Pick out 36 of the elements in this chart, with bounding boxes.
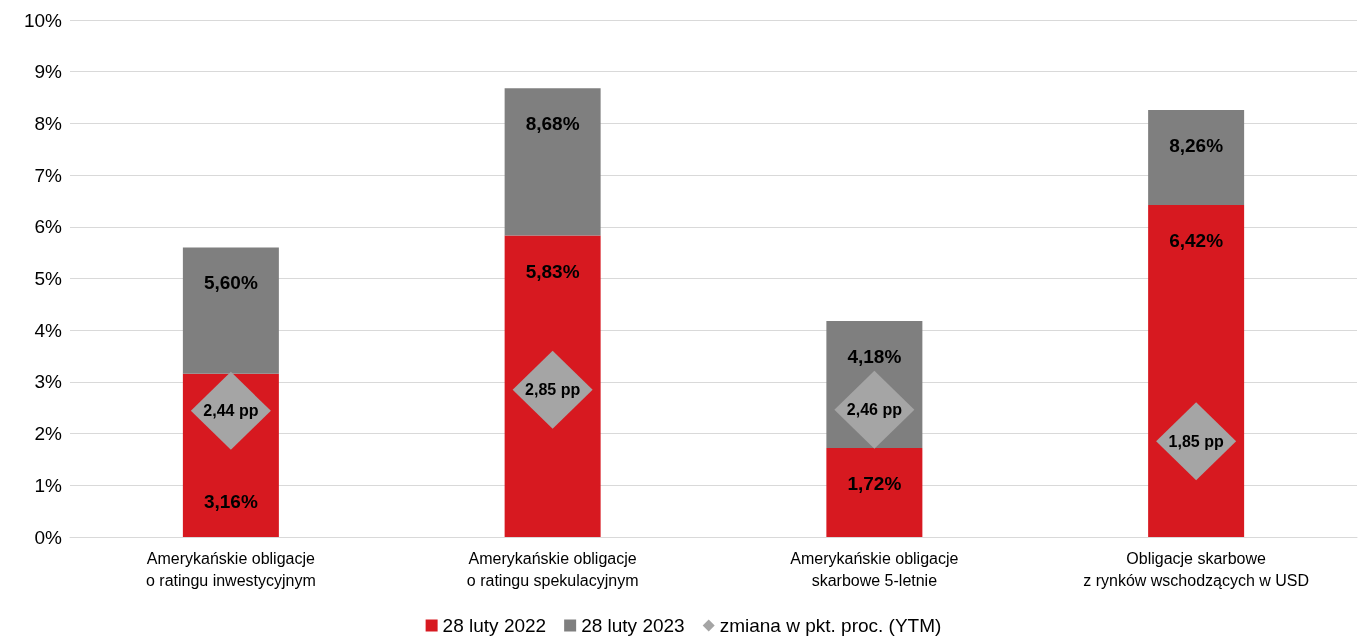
bar — [826, 448, 923, 537]
bar — [182, 247, 279, 374]
total-label: 5,60% — [203, 272, 258, 294]
legend-label: 28 luty 2023 — [581, 615, 685, 636]
data-label: 2,85 pp — [525, 381, 581, 399]
y-tick-label: 2% — [34, 423, 63, 445]
legend-label: zmiana w pkt. proc. (YTM) — [719, 615, 942, 636]
y-tick-label: 6% — [34, 216, 63, 238]
x-tick-label: Amerykańskie obligacje o ratingu inwestycyjnym — [145, 549, 316, 589]
y-tick-label: 4% — [34, 319, 63, 341]
total-label: 8,68% — [525, 113, 580, 135]
y-tick-label: 10% — [23, 9, 63, 31]
bar — [1148, 109, 1245, 206]
y-tick-label: 7% — [34, 164, 63, 186]
y-tick-label: 5% — [34, 268, 63, 289]
data-label: 2,46 pp — [846, 401, 903, 419]
x-tick-label: Amerykańskie obligacje o ratingu spekulacyjnym — [466, 549, 639, 589]
total-label: 4,18% — [847, 345, 902, 367]
total-label: 8,26% — [1169, 134, 1224, 156]
bar — [504, 88, 601, 236]
x-tick-label: Obligacje skarbowe z rynków wschodzących w USD — [1083, 549, 1310, 589]
y-tick-label: 0% — [34, 526, 63, 548]
y-tick-label: 9% — [34, 61, 63, 83]
data-label: 5,83% — [525, 260, 580, 282]
y-tick-label: 1% — [34, 474, 63, 496]
legend-label: 28 luty 2022 — [442, 615, 547, 636]
y-tick-label: 3% — [34, 371, 63, 393]
data-label: 6,42% — [1169, 230, 1224, 252]
bar — [1148, 205, 1245, 537]
data-label: 3,16% — [203, 491, 258, 512]
bar — [504, 235, 601, 537]
y-tick-label: 8% — [34, 112, 63, 134]
x-tick-label: Amerykańskie obligacje skarbowe 5-letnie — [790, 549, 959, 589]
data-label: 1,85 pp — [1168, 432, 1224, 450]
data-label: 1,72% — [847, 473, 902, 495]
data-label: 2,44 pp — [203, 402, 259, 420]
